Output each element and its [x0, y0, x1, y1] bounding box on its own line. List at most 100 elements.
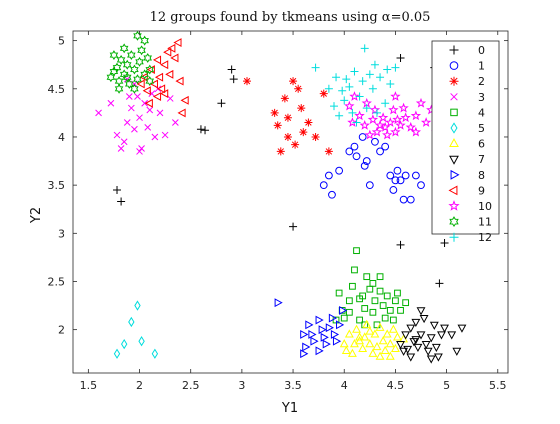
data-point	[354, 110, 365, 121]
data-point	[122, 72, 132, 83]
data-point	[127, 50, 136, 61]
data-point	[368, 84, 377, 93]
data-point	[358, 133, 367, 141]
data-point	[175, 76, 184, 86]
data-point	[149, 79, 158, 89]
data-point	[431, 343, 441, 353]
legend-marker	[448, 200, 460, 211]
legend-entry-label: 3	[478, 91, 485, 104]
data-point	[406, 324, 416, 333]
data-point	[332, 336, 342, 346]
data-point	[362, 104, 371, 113]
data-point	[109, 50, 119, 61]
data-point	[358, 343, 368, 353]
data-point	[397, 307, 404, 314]
data-point	[217, 99, 226, 108]
legend-marker	[449, 155, 459, 165]
data-point	[350, 339, 359, 348]
data-point	[344, 329, 354, 338]
legend-entry-label: 4	[478, 106, 485, 119]
data-point	[117, 197, 126, 206]
data-point	[398, 102, 409, 113]
data-point	[416, 331, 426, 340]
data-point	[332, 73, 341, 82]
data-point	[423, 347, 433, 356]
data-point	[335, 111, 344, 120]
data-point	[363, 273, 371, 281]
data-point	[116, 54, 126, 65]
data-point	[372, 108, 381, 117]
data-point	[411, 318, 421, 327]
data-point	[420, 117, 432, 127]
data-point	[139, 72, 148, 82]
data-point	[315, 315, 324, 325]
data-point	[359, 119, 370, 130]
data-point	[370, 60, 379, 69]
data-point	[335, 289, 343, 297]
data-point	[429, 321, 439, 330]
data-point	[447, 331, 457, 340]
data-point	[140, 35, 149, 46]
series-1	[319, 133, 425, 204]
legend-marker	[450, 93, 458, 101]
data-point	[381, 99, 390, 108]
data-point	[410, 110, 422, 121]
data-point	[371, 297, 379, 305]
data-point	[371, 137, 379, 146]
data-point	[330, 330, 340, 339]
legend-entry-label: 7	[478, 153, 485, 166]
data-point	[141, 99, 149, 107]
data-point	[324, 171, 333, 180]
data-point	[360, 161, 369, 170]
data-point	[390, 126, 401, 137]
data-point	[362, 157, 371, 165]
data-point	[136, 79, 145, 89]
data-point	[152, 92, 162, 101]
series-11	[106, 30, 155, 94]
legend-entry-label: 9	[478, 184, 485, 197]
data-point	[280, 94, 289, 103]
data-point	[345, 297, 353, 305]
data-point	[437, 331, 446, 340]
chart-title: 12 groups found by tkmeans using α=0.05	[150, 10, 431, 25]
legend-marker	[450, 169, 460, 180]
data-point	[385, 117, 396, 127]
data-point	[376, 73, 385, 82]
legend-marker	[450, 122, 458, 134]
data-point	[345, 308, 353, 316]
data-point	[335, 166, 344, 175]
data-point	[283, 132, 292, 141]
data-point	[356, 295, 363, 303]
data-point	[406, 195, 415, 204]
data-point	[107, 99, 115, 107]
data-point	[112, 62, 122, 73]
data-point	[376, 273, 384, 281]
data-point	[388, 324, 398, 333]
legend-entry-label: 5	[478, 122, 485, 135]
data-point	[352, 324, 361, 333]
data-point	[177, 108, 186, 118]
data-point	[396, 341, 405, 350]
data-point	[411, 171, 420, 180]
data-point	[395, 119, 406, 130]
data-point	[388, 104, 399, 115]
data-point	[300, 330, 309, 339]
data-point	[167, 43, 176, 53]
data-point	[140, 69, 149, 80]
legend-marker	[449, 45, 459, 55]
data-point	[355, 92, 364, 101]
data-point	[390, 91, 401, 101]
data-point	[156, 109, 164, 117]
data-point	[364, 129, 375, 140]
data-point	[133, 74, 142, 85]
data-point	[369, 308, 377, 316]
data-point	[383, 292, 391, 300]
data-point	[369, 280, 377, 287]
x-tick-label: 4.5	[387, 379, 405, 392]
data-point	[383, 65, 392, 74]
data-point	[166, 95, 174, 102]
data-point	[345, 147, 354, 156]
y-axis-label: Y2	[29, 207, 44, 224]
data-point	[392, 297, 399, 305]
